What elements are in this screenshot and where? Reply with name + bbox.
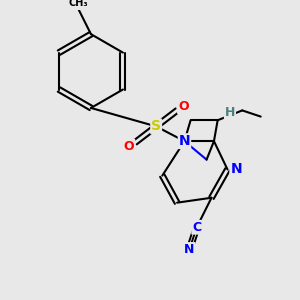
Text: H: H <box>225 106 235 119</box>
Text: CH₃: CH₃ <box>69 0 88 8</box>
Text: S: S <box>151 119 161 134</box>
Text: N: N <box>184 243 194 256</box>
Text: O: O <box>124 140 134 153</box>
Text: N: N <box>178 134 190 148</box>
Text: N: N <box>230 163 242 176</box>
Text: O: O <box>178 100 188 113</box>
Text: C: C <box>192 221 201 234</box>
